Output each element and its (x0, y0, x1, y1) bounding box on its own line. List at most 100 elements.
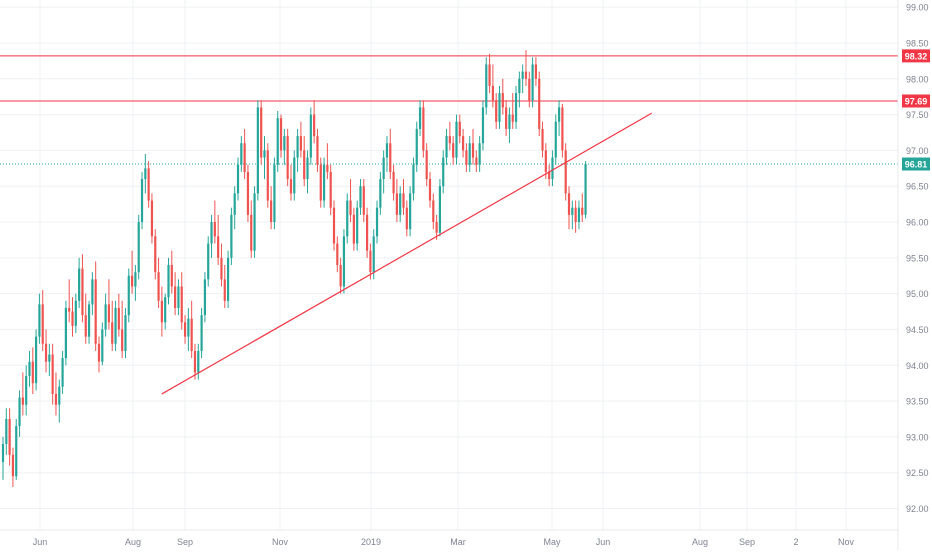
candle-body (418, 107, 422, 129)
candle (505, 100, 508, 137)
candle (121, 300, 124, 359)
candle-body (240, 143, 243, 165)
candle (21, 372, 24, 416)
candle (78, 257, 81, 308)
candle-body (174, 286, 177, 308)
candle (289, 164, 293, 201)
candle-body (31, 361, 34, 384)
last-price-tag-label: 96.81 (905, 160, 928, 170)
candle-body (461, 136, 465, 151)
candle-body (217, 236, 220, 258)
candle-body (243, 143, 246, 172)
candle (306, 150, 309, 194)
candle-body (197, 350, 200, 373)
candle (38, 293, 41, 344)
candle (140, 171, 144, 230)
candle (48, 343, 51, 377)
candle (415, 121, 418, 172)
candle (283, 128, 286, 165)
y-tick-label: 98.00 (906, 74, 929, 84)
candle (226, 250, 230, 308)
candle-body (584, 164, 587, 215)
candle-body (97, 343, 101, 362)
candle-body (412, 164, 415, 194)
candle (167, 257, 170, 305)
candle-body (316, 136, 319, 165)
candle-body (167, 265, 170, 298)
candle (299, 121, 302, 158)
candle-body (332, 207, 336, 244)
candle-body (51, 354, 54, 394)
candle (296, 128, 299, 172)
candle-body (286, 136, 289, 180)
candle (81, 254, 84, 323)
candle (180, 272, 183, 330)
candle (495, 93, 498, 129)
y-tick-label: 97.50 (906, 110, 929, 120)
candle-body (564, 150, 567, 194)
candle (154, 229, 157, 280)
x-axis[interactable]: Jun Aug Sep Nov 2019 Mar May Jun Aug Sep 2 Nov (33, 537, 855, 547)
candle (223, 265, 226, 308)
candle-body (180, 286, 183, 323)
y-axis[interactable]: 92.00 92.50 93.00 93.50 94.00 94.50 95.00 95.50… (906, 3, 929, 514)
y-tick-label: 92.50 (906, 468, 929, 478)
candle (488, 53, 491, 94)
candle-body (557, 107, 561, 122)
candle (471, 128, 475, 165)
candle (313, 100, 316, 144)
candle (425, 143, 428, 187)
candle (382, 150, 385, 194)
candle-body (107, 304, 111, 323)
candle-body (64, 307, 67, 359)
candle (144, 153, 147, 194)
candle-body (18, 397, 21, 427)
candle (339, 257, 342, 294)
candle-body (299, 136, 302, 151)
candle (567, 186, 571, 230)
candle-body (478, 143, 481, 165)
candle (160, 286, 163, 337)
candle (54, 372, 58, 416)
support-trendline[interactable] (161, 112, 653, 395)
candle-body (389, 143, 392, 172)
candle-body (28, 361, 31, 377)
candle (124, 307, 127, 359)
candle-body (385, 143, 389, 158)
candle-body (548, 171, 551, 180)
candle-body (270, 200, 273, 223)
candle (104, 293, 107, 337)
candle-body (200, 315, 203, 351)
candle-body (1, 444, 5, 462)
candle-body (538, 78, 541, 129)
candle-body (283, 136, 286, 151)
candle-body (402, 193, 405, 208)
candle-body (574, 207, 577, 223)
candle (422, 100, 425, 158)
candle-body (541, 128, 544, 151)
candle-body (303, 150, 306, 180)
candle-body (561, 107, 564, 151)
candle-body (160, 300, 163, 323)
candle-body (170, 265, 173, 287)
candle-body (498, 93, 501, 122)
candle (279, 114, 283, 158)
candle-body (475, 157, 478, 165)
candle-body (422, 107, 425, 151)
candle (336, 236, 339, 273)
candle-body (485, 64, 488, 108)
candle (41, 290, 44, 351)
candle (571, 200, 574, 230)
candle-body (531, 64, 534, 101)
candle (164, 293, 167, 330)
candle (528, 71, 531, 108)
candle (438, 179, 442, 237)
candle (475, 150, 478, 172)
candle (15, 418, 18, 480)
candle (91, 272, 94, 316)
candle (134, 265, 137, 301)
candle-body (279, 118, 283, 151)
candle (481, 100, 485, 151)
